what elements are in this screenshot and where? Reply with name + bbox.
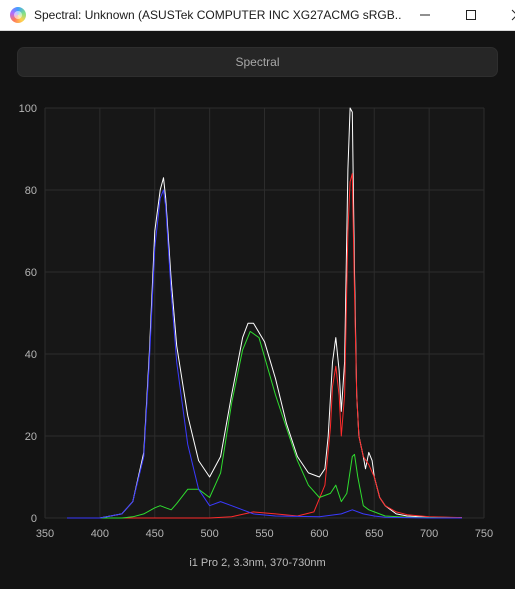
title-bar: Spectral: Unknown (ASUSTek COMPUTER INC … xyxy=(0,0,515,31)
x-tick-label: 400 xyxy=(91,528,109,540)
y-tick-label: 60 xyxy=(25,267,37,279)
x-tick-label: 350 xyxy=(36,528,54,540)
y-tick-label: 80 xyxy=(25,185,37,197)
white-series-line xyxy=(67,107,463,519)
maximize-button[interactable] xyxy=(448,0,494,31)
spectral-tab-button[interactable]: Spectral xyxy=(17,47,498,77)
x-tick-label: 500 xyxy=(200,528,218,540)
blue-series-line xyxy=(67,189,462,519)
close-icon xyxy=(511,9,515,21)
spectral-tab-label: Spectral xyxy=(235,55,280,69)
x-tick-label: 650 xyxy=(365,528,383,540)
close-button[interactable] xyxy=(494,0,515,31)
app-icon xyxy=(10,7,26,23)
maximize-icon xyxy=(466,10,476,20)
x-tick-label: 750 xyxy=(475,528,493,540)
red-series-line xyxy=(67,173,463,519)
minimize-icon xyxy=(420,14,430,16)
y-tick-label: 0 xyxy=(31,513,37,525)
x-tick-label: 550 xyxy=(255,528,273,540)
minimize-button[interactable] xyxy=(402,0,448,31)
instrument-caption: i1 Pro 2, 3.3nm, 370-730nm xyxy=(189,557,326,569)
window-title: Spectral: Unknown (ASUSTek COMPUTER INC … xyxy=(34,8,402,22)
x-tick-label: 600 xyxy=(310,528,328,540)
y-tick-label: 40 xyxy=(25,349,37,361)
y-tick-label: 20 xyxy=(25,431,37,443)
green-series-line xyxy=(67,330,463,519)
x-tick-label: 450 xyxy=(146,528,164,540)
x-tick-label: 700 xyxy=(420,528,438,540)
y-tick-label: 100 xyxy=(19,103,37,115)
